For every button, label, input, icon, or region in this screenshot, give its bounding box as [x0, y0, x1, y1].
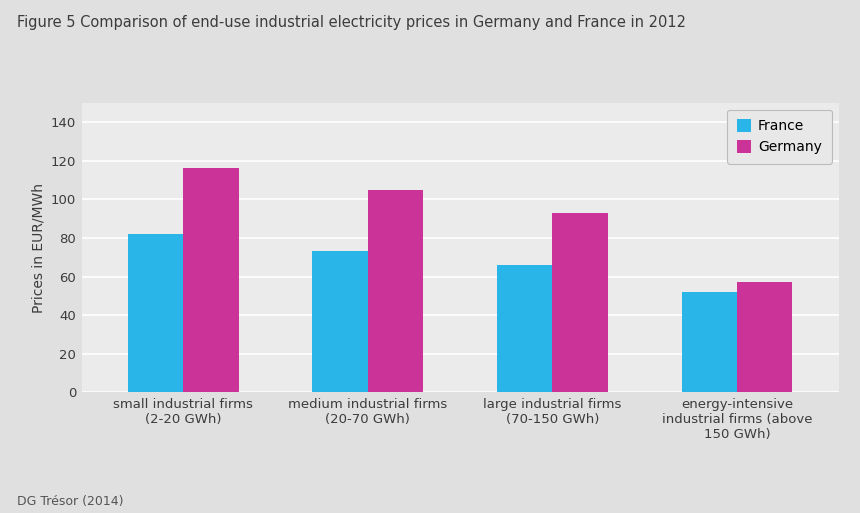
Text: Figure 5 Comparison of end-use industrial electricity prices in Germany and Fran: Figure 5 Comparison of end-use industria… [17, 15, 686, 30]
Legend: France, Germany: France, Germany [728, 110, 832, 164]
Bar [312, 251, 368, 392]
Text: DG Trésor (2014): DG Trésor (2014) [17, 495, 124, 508]
Bar [368, 190, 423, 392]
Bar [497, 265, 552, 392]
Y-axis label: Prices in EUR/MWh: Prices in EUR/MWh [31, 183, 46, 312]
Bar [183, 168, 238, 392]
Bar [552, 213, 608, 392]
Bar [682, 292, 737, 392]
Bar [737, 282, 792, 392]
Bar [128, 234, 183, 392]
